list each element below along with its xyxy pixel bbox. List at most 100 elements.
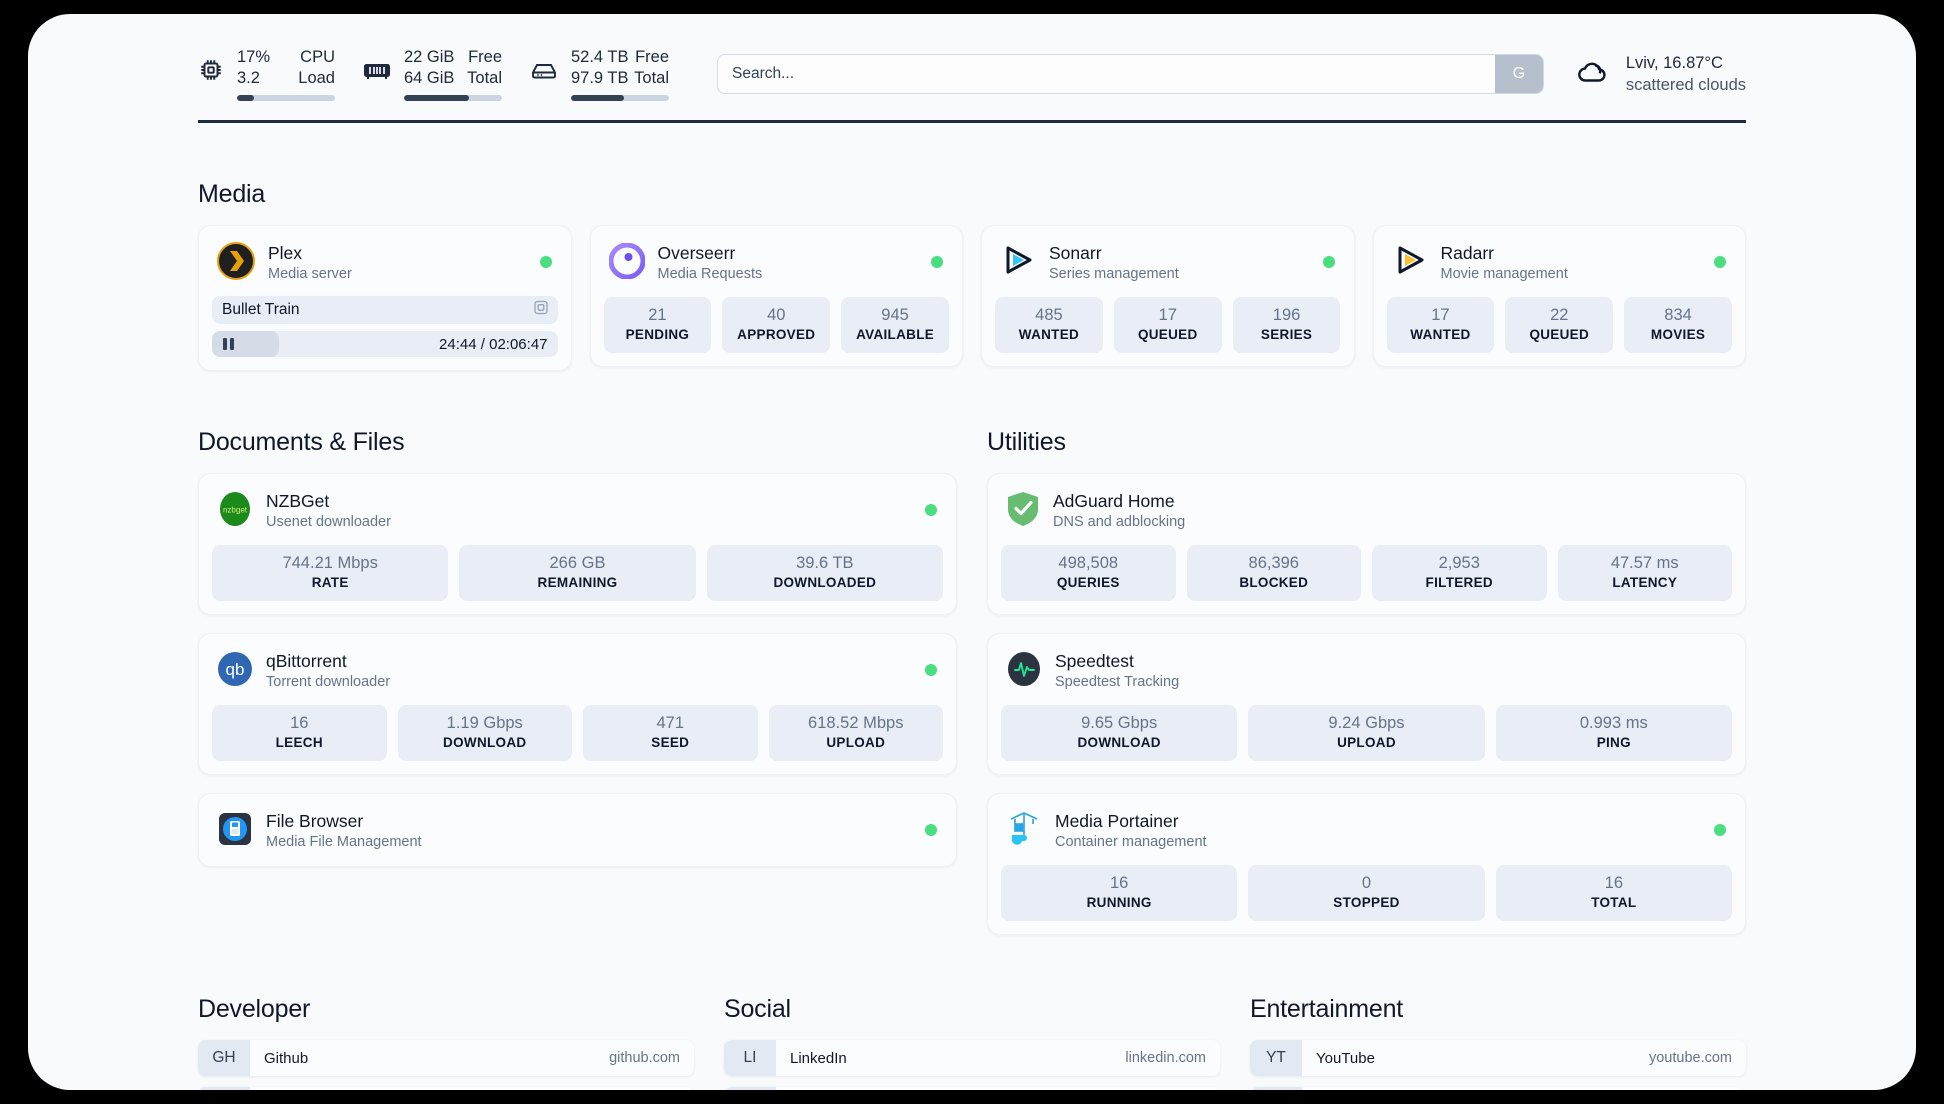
disk-usage-bar [571, 95, 669, 101]
stat-tile: 16 TOTAL [1495, 865, 1732, 921]
stat-label: PENDING [625, 327, 690, 342]
stat-label: APPROVED [737, 327, 816, 342]
qbittorrent-stats: 16 LEECH 1.19 Gbps DOWNLOAD 471 SEED 6 [212, 705, 943, 761]
stat-value: 9.24 Gbps [1328, 714, 1405, 732]
overseerr-name: Overseerr [657, 242, 736, 263]
filebrowser-name: File Browser [266, 810, 364, 831]
disk-label-1: Free [635, 48, 669, 66]
portainer-subtitle: Container management [1055, 833, 1207, 850]
overseerr-stats: 21 PENDING 40 APPROVED 945 AVAILABLE [603, 297, 950, 353]
section-title-documents: Documents & Files [198, 428, 405, 456]
bookmark-abbr: YT [1250, 1040, 1302, 1076]
disk-value-2: 97.9 TB [571, 69, 629, 87]
stat-tile: 17 QUEUED [1113, 297, 1222, 353]
radarr-subtitle: Movie management [1440, 265, 1568, 282]
service-card-adguard[interactable]: AdGuard Home DNS and adblocking 498,508 … [987, 473, 1746, 615]
service-card-sonarr[interactable]: Sonarr Series management 485 WANTED 17 Q… [981, 225, 1355, 367]
bookmark-group-social: Social LI LinkedIn linkedin.com TW Twitt… [724, 995, 1220, 1090]
search-bar[interactable]: G [717, 54, 1544, 94]
bookmark-link[interactable]: YT YouTube youtube.com [1250, 1040, 1746, 1076]
stat-tile: 0 STOPPED [1248, 865, 1485, 921]
speedtest-name: Speedtest [1055, 650, 1134, 671]
radarr-stats: 17 WANTED 22 QUEUED 834 MOVIES [1386, 297, 1733, 353]
stat-label: TOTAL [1591, 895, 1637, 910]
svg-text:qb: qb [226, 660, 245, 679]
stat-tile: 9.24 Gbps UPLOAD [1248, 705, 1485, 761]
header-divider [198, 120, 1746, 123]
plex-duration: 02:06:47 [489, 335, 548, 353]
stat-value: 744.21 Mbps [282, 554, 378, 572]
media-card-row: Plex Media server Bullet Train [198, 225, 1746, 371]
stat-label: WANTED [1018, 327, 1080, 342]
stat-tile: 0.993 ms PING [1495, 705, 1732, 761]
stat-tile: 39.6 TB DOWNLOADED [706, 545, 943, 601]
bookmark-abbr: TW [724, 1087, 776, 1090]
cloud-icon [1574, 58, 1612, 91]
portainer-status-dot [1714, 824, 1726, 836]
service-card-nzbget[interactable]: nzbget NZBGet Usenet downloader 744.21 M… [198, 473, 957, 615]
stat-label: DOWNLOADED [773, 575, 877, 590]
service-card-speedtest[interactable]: Speedtest Speedtest Tracking 9.65 Gbps D… [987, 633, 1746, 775]
section-title-utilities: Utilities [987, 428, 1066, 456]
stat-value: 485 [1035, 306, 1063, 324]
overseerr-icon [608, 242, 645, 284]
stat-label: UPLOAD [1337, 735, 1396, 750]
speedtest-subtitle: Speedtest Tracking [1055, 673, 1180, 690]
bookmark-group-title: Developer [198, 995, 311, 1023]
stat-tile: 1.19 Gbps DOWNLOAD [397, 705, 572, 761]
nzbget-status-dot [925, 504, 937, 516]
stat-tile: 16 LEECH [212, 705, 387, 761]
bookmark-link[interactable]: NF Netflix netflix.com [1250, 1087, 1746, 1090]
bookmark-name: LinkedIn [790, 1049, 847, 1067]
stat-tile: 266 GB REMAINING [459, 545, 696, 601]
stat-label: SERIES [1260, 327, 1313, 342]
stat-tile: 40 APPROVED [722, 297, 831, 353]
service-card-portainer[interactable]: Media Portainer Container management 16 … [987, 793, 1746, 935]
cast-icon[interactable] [533, 300, 549, 321]
bookmark-link[interactable]: SO StackOverflow stackoverflow.com [198, 1087, 694, 1090]
stat-value: 47.57 ms [1610, 554, 1679, 572]
nzbget-icon: nzbget [217, 491, 253, 532]
bookmark-link[interactable]: GH Github github.com [198, 1040, 694, 1076]
search-input[interactable] [718, 55, 1495, 93]
stat-value: 9.65 Gbps [1081, 714, 1158, 732]
plex-elapsed: 24:44 [439, 335, 477, 353]
stat-tile: 498,508 QUERIES [1001, 545, 1176, 601]
stat-value: 0 [1361, 874, 1372, 892]
speedtest-stats: 9.65 Gbps DOWNLOAD 9.24 Gbps UPLOAD 0.99… [1001, 705, 1732, 761]
pause-icon[interactable] [223, 338, 234, 350]
stat-value: 22 [1550, 306, 1569, 324]
documents-column: Documents & Files nzbget NZBGet Usenet d… [198, 371, 957, 885]
adguard-name: AdGuard Home [1053, 490, 1175, 511]
portainer-stats: 16 RUNNING 0 STOPPED 16 TOTAL [1001, 865, 1732, 921]
plex-progress-bar[interactable]: 24:44 / 02:06:47 [212, 331, 558, 357]
adguard-stats: 498,508 QUERIES 86,396 BLOCKED 2,953 FIL… [1001, 545, 1732, 601]
stat-value: 17 [1431, 306, 1450, 324]
plex-icon [217, 241, 255, 285]
stat-value: 2,953 [1438, 554, 1480, 572]
dashboard-header: 17% 3.2 CPU Load [28, 14, 1916, 106]
search-submit-button[interactable]: G [1494, 55, 1543, 93]
service-card-filebrowser[interactable]: File Browser Media File Management [198, 793, 957, 867]
bookmark-name: Github [264, 1049, 309, 1067]
plex-now-playing-title: Bullet Train [222, 301, 300, 318]
portainer-name: Media Portainer [1055, 810, 1179, 831]
qbittorrent-icon: qb [217, 651, 253, 692]
sonarr-icon [1000, 243, 1036, 284]
stat-label: LATENCY [1612, 575, 1678, 590]
service-card-overseerr[interactable]: Overseerr Media Requests 21 PENDING 40 A… [589, 225, 963, 367]
bookmark-name: Netflix [1302, 1087, 1663, 1090]
service-card-plex[interactable]: Plex Media server Bullet Train [198, 225, 572, 371]
service-card-radarr[interactable]: Radarr Movie management 17 WANTED 22 QUE… [1372, 225, 1746, 367]
bookmark-link[interactable]: TW Twitter twitter.com [724, 1087, 1220, 1090]
nzbget-name: NZBGet [266, 490, 330, 511]
stat-value: 266 GB [549, 554, 606, 572]
speedtest-icon [1006, 651, 1042, 692]
stat-value: 0.993 ms [1579, 714, 1648, 732]
bookmark-link[interactable]: LI LinkedIn linkedin.com [724, 1040, 1220, 1076]
service-card-qbittorrent[interactable]: qb qBittorrent Torrent downloader 16 LEE… [198, 633, 957, 775]
stat-label: STOPPED [1333, 895, 1400, 910]
adguard-subtitle: DNS and adblocking [1053, 513, 1186, 530]
cpu-label-2: Load [298, 69, 335, 87]
memory-label-1: Free [468, 48, 502, 66]
